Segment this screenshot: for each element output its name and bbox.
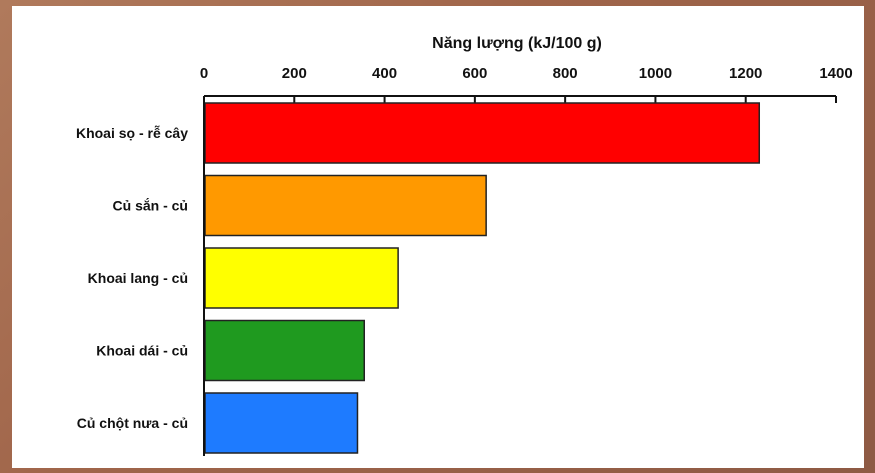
bar (204, 174, 487, 237)
x-tick-label: 1200 (729, 65, 762, 82)
bar (204, 102, 761, 164)
bar (204, 247, 399, 309)
category-label: Củ sắn - củ (113, 197, 188, 214)
x-tick-label: 1400 (819, 65, 852, 82)
category-label: Củ chột nưa - củ (77, 415, 188, 431)
x-tick-label: 800 (553, 65, 578, 82)
category-label: Khoai sọ - rễ cây (76, 125, 188, 141)
x-tick-label: 1000 (639, 65, 672, 82)
category-label: Khoai lang - củ (88, 270, 188, 286)
bar (204, 392, 359, 454)
x-axis-ticks: 0 200 400 600 800 1000 1200 1400 (200, 65, 853, 103)
chart-frame: Năng lượng (kJ/100 g) 0 200 400 600 800 1000 1… (12, 6, 864, 468)
bar (204, 319, 366, 382)
x-tick-label: 0 (200, 65, 208, 82)
x-tick-label: 600 (462, 65, 487, 82)
x-tick-label: 400 (372, 65, 397, 82)
x-tick-label: 200 (282, 65, 307, 82)
energy-bar-chart: Năng lượng (kJ/100 g) 0 200 400 600 800 1000 1… (76, 35, 853, 456)
x-axis-title: Năng lượng (kJ/100 g) (432, 35, 602, 52)
category-label: Khoai dái - củ (96, 343, 188, 359)
category-labels: Khoai sọ - rễ cây Củ sắn - củ Khoai lang -… (76, 125, 188, 431)
bars (204, 102, 761, 454)
